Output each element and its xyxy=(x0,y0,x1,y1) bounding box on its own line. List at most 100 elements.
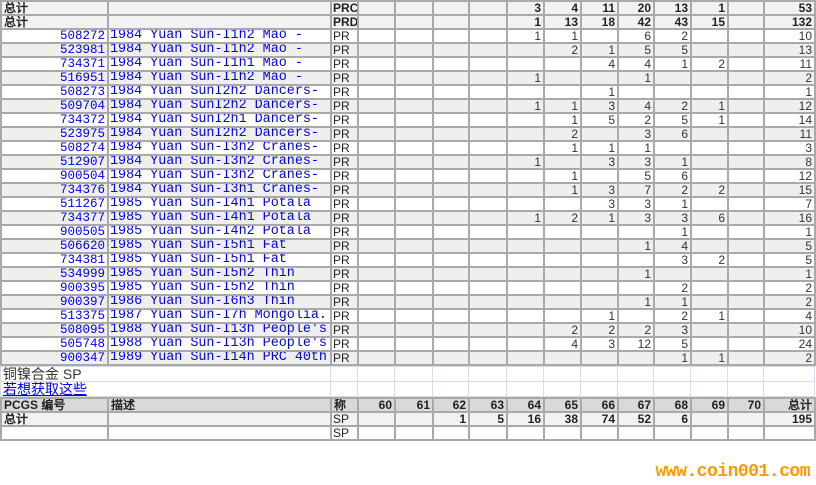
grade-count-65[interactable]: 1 xyxy=(543,98,582,114)
grade-count-69[interactable]: 1 xyxy=(690,98,729,114)
grade-count-67[interactable]: 3 xyxy=(617,210,655,226)
description-link[interactable]: 1984 Yuan Sun-I3h1 Cranes- xyxy=(107,182,332,198)
total-cell[interactable]: 11 xyxy=(763,56,816,72)
total-cell[interactable]: 14 xyxy=(763,112,816,128)
grade-count-67[interactable]: 4 xyxy=(617,56,655,72)
description-link[interactable]: 1986 Yuan Sun-I6h3 Thin xyxy=(107,294,332,310)
grade-count-64[interactable]: 1 xyxy=(506,98,545,114)
total-cell[interactable]: 13 xyxy=(763,42,816,58)
total-cell[interactable]: 1 xyxy=(763,266,816,282)
grade-count-65[interactable]: 1 xyxy=(543,28,582,44)
description-link[interactable]: 1984 Yuan SunI2h1 Dancers- xyxy=(107,112,332,128)
grade-count-67[interactable]: 1 xyxy=(617,70,655,86)
grade-count-67[interactable]: 5 xyxy=(617,168,655,184)
grade-count-66[interactable]: 1 xyxy=(580,84,619,100)
grade-count-68[interactable]: 5 xyxy=(653,112,692,128)
pcgs-number-link[interactable]: 734376 xyxy=(0,182,109,198)
description-link[interactable]: 1988 Yuan Sun-I13h People's xyxy=(107,336,332,352)
total-cell[interactable]: 3 xyxy=(763,140,816,156)
grade-count-66[interactable]: 3 xyxy=(580,336,619,352)
grade-count-68[interactable]: 1 xyxy=(653,56,692,72)
total-cell[interactable]: 16 xyxy=(763,210,816,226)
pcgs-number-link[interactable]: 505748 xyxy=(0,336,109,352)
description-link[interactable]: 1984 Yuan SunI2h2 Dancers- xyxy=(107,84,332,100)
total-cell[interactable]: 1 xyxy=(763,224,816,240)
grade-count-62[interactable]: 1 xyxy=(432,411,470,427)
total-cell[interactable]: 12 xyxy=(763,168,816,184)
total-cell[interactable]: 24 xyxy=(763,336,816,352)
grade-count-69[interactable]: 2 xyxy=(690,56,729,72)
grade-count-67[interactable]: 1 xyxy=(617,140,655,156)
pcgs-number-link[interactable]: 523981 xyxy=(0,42,109,58)
total-cell[interactable]: 11 xyxy=(763,126,816,142)
description-link[interactable]: 1984 Yuan Sun-I3h2 Cranes- xyxy=(107,168,332,184)
grade-count-66[interactable]: 2 xyxy=(580,322,619,338)
pcgs-number-link[interactable]: 900347 xyxy=(0,350,109,366)
grade-count-68[interactable]: 6 xyxy=(653,126,692,142)
grade-count-69[interactable]: 15 xyxy=(690,14,729,30)
pcgs-number-link[interactable]: 734381 xyxy=(0,252,109,268)
grade-count-69[interactable]: 1 xyxy=(690,350,729,366)
pcgs-number-link[interactable]: 534999 xyxy=(0,266,109,282)
grade-count-68[interactable]: 2 xyxy=(653,98,692,114)
total-cell[interactable]: 2 xyxy=(763,294,816,310)
pcgs-number-link[interactable]: 516951 xyxy=(0,70,109,86)
grade-count-66[interactable]: 1 xyxy=(580,210,619,226)
grade-count-66[interactable]: 3 xyxy=(580,182,619,198)
grade-count-66[interactable]: 1 xyxy=(580,308,619,324)
grade-count-68[interactable]: 2 xyxy=(653,182,692,198)
pcgs-number-link[interactable]: 509704 xyxy=(0,98,109,114)
description-link[interactable]: 1984 Yuan Sun-I1h2 Mao - xyxy=(107,70,332,86)
grade-count-66[interactable]: 4 xyxy=(580,56,619,72)
pcgs-number-link[interactable]: 508274 xyxy=(0,140,109,156)
grade-count-67[interactable]: 3 xyxy=(617,196,655,212)
grade-count-69[interactable]: 1 xyxy=(690,0,729,16)
grade-count-67[interactable]: 7 xyxy=(617,182,655,198)
grade-count-67[interactable]: 20 xyxy=(617,0,655,16)
description-link[interactable]: 1984 Yuan Sun-I3h2 Cranes- xyxy=(107,154,332,170)
grade-count-66[interactable]: 11 xyxy=(580,0,619,16)
grade-count-65[interactable]: 1 xyxy=(543,182,582,198)
description-link[interactable]: 1984 Yuan Sun-I1h2 Mao - xyxy=(107,42,332,58)
grade-count-67[interactable]: 6 xyxy=(617,28,655,44)
pcgs-number-link[interactable]: 734371 xyxy=(0,56,109,72)
total-cell[interactable]: 2 xyxy=(763,280,816,296)
grade-count-67[interactable]: 2 xyxy=(617,322,655,338)
grade-count-68[interactable]: 2 xyxy=(653,28,692,44)
total-cell[interactable]: 12 xyxy=(763,98,816,114)
grade-count-67[interactable]: 3 xyxy=(617,154,655,170)
description-link[interactable]: 1984 Yuan SunI2h2 Dancers- xyxy=(107,126,332,142)
grade-count-64[interactable]: 1 xyxy=(506,70,545,86)
pcgs-number-link[interactable]: 512907 xyxy=(0,154,109,170)
description-link[interactable]: 1985 Yuan Sun-I4h2 Potala xyxy=(107,224,332,240)
pcgs-number-link[interactable]: 734372 xyxy=(0,112,109,128)
grade-count-66[interactable]: 3 xyxy=(580,154,619,170)
grade-count-67[interactable]: 1 xyxy=(617,266,655,282)
grade-count-68[interactable]: 43 xyxy=(653,14,692,30)
description-link[interactable]: 1984 Yuan Sun-I3h2 Cranes- xyxy=(107,140,332,156)
grade-count-67[interactable]: 3 xyxy=(617,126,655,142)
grade-count-67[interactable]: 1 xyxy=(617,238,655,254)
grade-count-68[interactable]: 1 xyxy=(653,294,692,310)
grade-count-64[interactable]: 1 xyxy=(506,14,545,30)
description-link[interactable]: 1985 Yuan Sun-I5h2 Thin xyxy=(107,266,332,282)
description-link[interactable]: 1985 Yuan Sun-I4h1 Potala xyxy=(107,210,332,226)
total-cell[interactable]: 7 xyxy=(763,196,816,212)
grade-count-67[interactable]: 42 xyxy=(617,14,655,30)
grade-count-64[interactable]: 3 xyxy=(506,0,545,16)
description-link[interactable]: 1985 Yuan Sun-I5h2 Thin xyxy=(107,280,332,296)
grade-count-68[interactable]: 1 xyxy=(653,154,692,170)
grade-count-66[interactable]: 1 xyxy=(580,42,619,58)
total-cell[interactable]: 5 xyxy=(763,238,816,254)
grade-count-66[interactable]: 3 xyxy=(580,196,619,212)
pcgs-number-link[interactable]: 506620 xyxy=(0,238,109,254)
pcgs-number-link[interactable]: 900505 xyxy=(0,224,109,240)
grade-count-68[interactable]: 13 xyxy=(653,0,692,16)
grade-count-68[interactable]: 5 xyxy=(653,336,692,352)
grade-count-65[interactable]: 1 xyxy=(543,112,582,128)
grade-count-67[interactable]: 2 xyxy=(617,112,655,128)
pcgs-number-link[interactable]: 508095 xyxy=(0,322,109,338)
total-cell[interactable]: 2 xyxy=(763,70,816,86)
description-link[interactable]: 1984 Yuan SunI2h2 Dancers- xyxy=(107,98,332,114)
pcgs-number-link[interactable]: 900504 xyxy=(0,168,109,184)
